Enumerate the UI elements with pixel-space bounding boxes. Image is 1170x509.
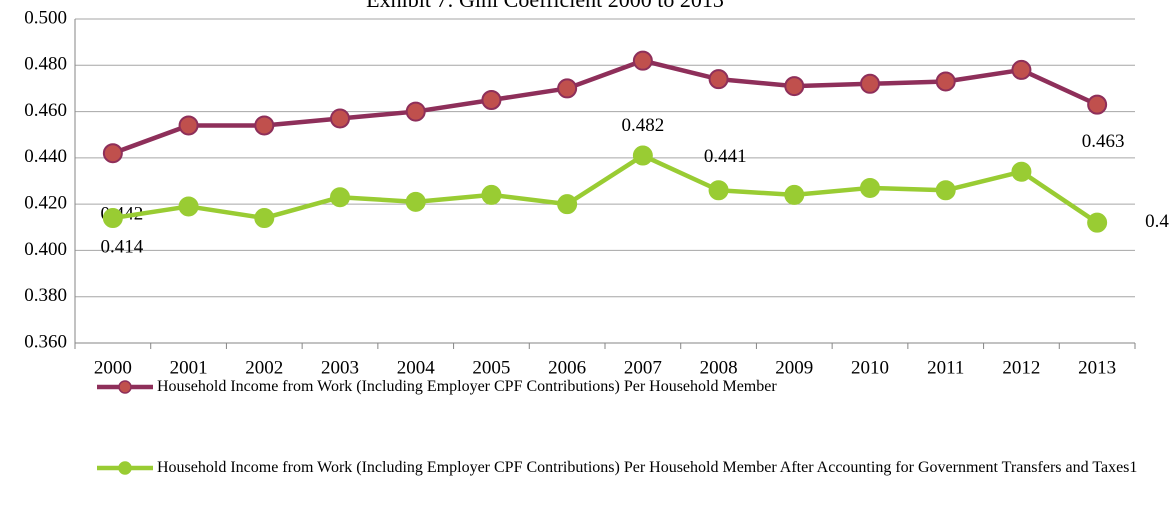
y-tick-label: 0.500 (24, 7, 67, 28)
x-tick-label: 2009 (775, 357, 813, 378)
x-tick-label: 2011 (927, 357, 964, 378)
marker (860, 177, 880, 198)
marker (1087, 94, 1108, 115)
y-tick-label: 0.440 (24, 146, 67, 167)
marker (632, 145, 653, 166)
marker (405, 101, 426, 122)
legend-swatch (97, 461, 153, 475)
series-line (112, 153, 1099, 225)
data-label: 0.441 (704, 146, 747, 167)
x-tick-label: 2012 (1002, 357, 1040, 378)
chart-title: Exhibit 7: Gini Coefficient 2000 to 2013 (366, 0, 724, 12)
marker (178, 115, 199, 136)
legend-label: Household Income from Work (Including Em… (157, 459, 1138, 476)
series-line (112, 58, 1099, 156)
marker (330, 187, 350, 208)
marker (102, 143, 123, 164)
y-tick-label: 0.460 (24, 100, 67, 121)
marker (254, 208, 275, 229)
marker (330, 108, 350, 129)
x-tick-label: 2010 (851, 357, 889, 378)
marker (178, 196, 199, 217)
x-tick-label: 2008 (700, 357, 738, 378)
y-tick-label: 0.400 (24, 239, 67, 260)
marker (784, 76, 805, 97)
data-label: 0.463 (1082, 131, 1125, 152)
data-label: 0.482 (621, 115, 664, 136)
marker (557, 78, 578, 99)
legend-swatch (97, 380, 153, 394)
y-tick-label: 0.480 (24, 54, 67, 75)
legend-item: Household Income from Work (Including Em… (97, 376, 1157, 398)
y-tick-label: 0.360 (24, 331, 67, 352)
x-tick-label: 2001 (170, 357, 208, 378)
y-tick-label: 0.420 (24, 193, 67, 214)
x-tick-label: 2000 (94, 357, 132, 378)
marker (708, 180, 729, 201)
marker (784, 184, 805, 205)
marker (1011, 161, 1032, 182)
legend-label: Household Income from Work (Including Em… (157, 378, 777, 395)
x-tick-label: 2004 (397, 357, 436, 378)
y-tick-label: 0.380 (24, 285, 67, 306)
marker (1011, 59, 1032, 80)
marker (632, 50, 653, 71)
marker (102, 208, 123, 229)
legend-marker (118, 461, 132, 475)
x-tick-label: 2003 (321, 357, 359, 378)
marker (1087, 212, 1108, 233)
marker (935, 180, 956, 201)
x-tick-label: 2013 (1078, 357, 1116, 378)
x-tick-label: 2007 (624, 357, 662, 378)
marker (860, 73, 880, 94)
data-label: 0.414 (100, 236, 143, 257)
marker (254, 115, 275, 136)
legend-item: Household Income from Work (Including Em… (97, 457, 1157, 479)
marker (708, 69, 729, 90)
marker (481, 184, 502, 205)
marker (405, 191, 426, 212)
legend-marker (118, 380, 132, 394)
x-tick-label: 2002 (245, 357, 283, 378)
x-tick-label: 2006 (548, 357, 586, 378)
marker (481, 90, 502, 110)
marker (557, 194, 578, 215)
x-tick-label: 2005 (472, 357, 510, 378)
data-label: 0.412 (1145, 211, 1170, 232)
marker (935, 71, 956, 92)
